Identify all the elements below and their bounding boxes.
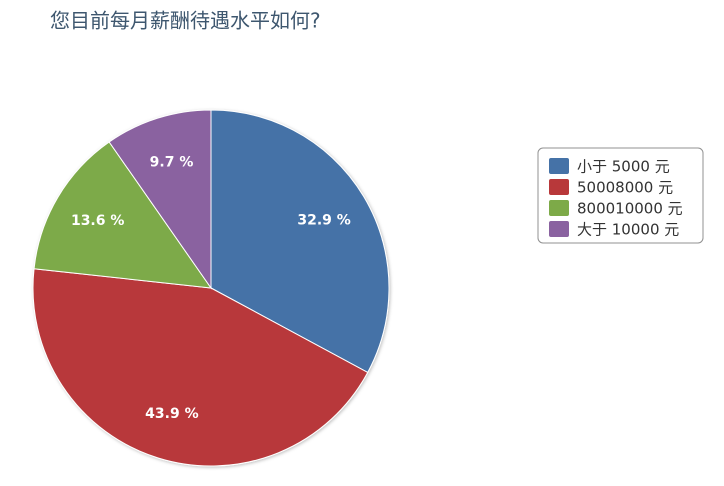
legend-swatch: [549, 200, 569, 216]
pie-slice: [32, 268, 369, 467]
data-label: 13.6 %: [71, 213, 124, 229]
legend-label: 小于 5000 元: [577, 158, 670, 176]
legend-label: 50008000 元: [577, 179, 673, 197]
legend-swatch: [549, 179, 569, 195]
legend-swatch: [549, 158, 569, 174]
data-label: 32.9 %: [297, 212, 350, 228]
legend-label: 大于 10000 元: [577, 221, 679, 239]
data-labels: 32.9 % 43.9 % 13.6 % 9.7 %: [71, 154, 351, 421]
legend: 小于 5000 元 50008000 元 800010000 元大于 10000 元: [549, 158, 683, 239]
pie-slice: [108, 109, 212, 290]
legend-label: 800010000 元: [577, 200, 683, 218]
legend-swatch: [549, 221, 569, 237]
chart-title: 您目前每月薪酬待遇水平如何?: [50, 9, 321, 33]
data-label: 9.7 %: [150, 154, 194, 170]
legend-box: [537, 147, 704, 244]
pie-slice: [33, 141, 213, 289]
pie: [32, 109, 390, 467]
data-label: 43.9 %: [145, 406, 198, 422]
pie-slice: [210, 109, 390, 374]
